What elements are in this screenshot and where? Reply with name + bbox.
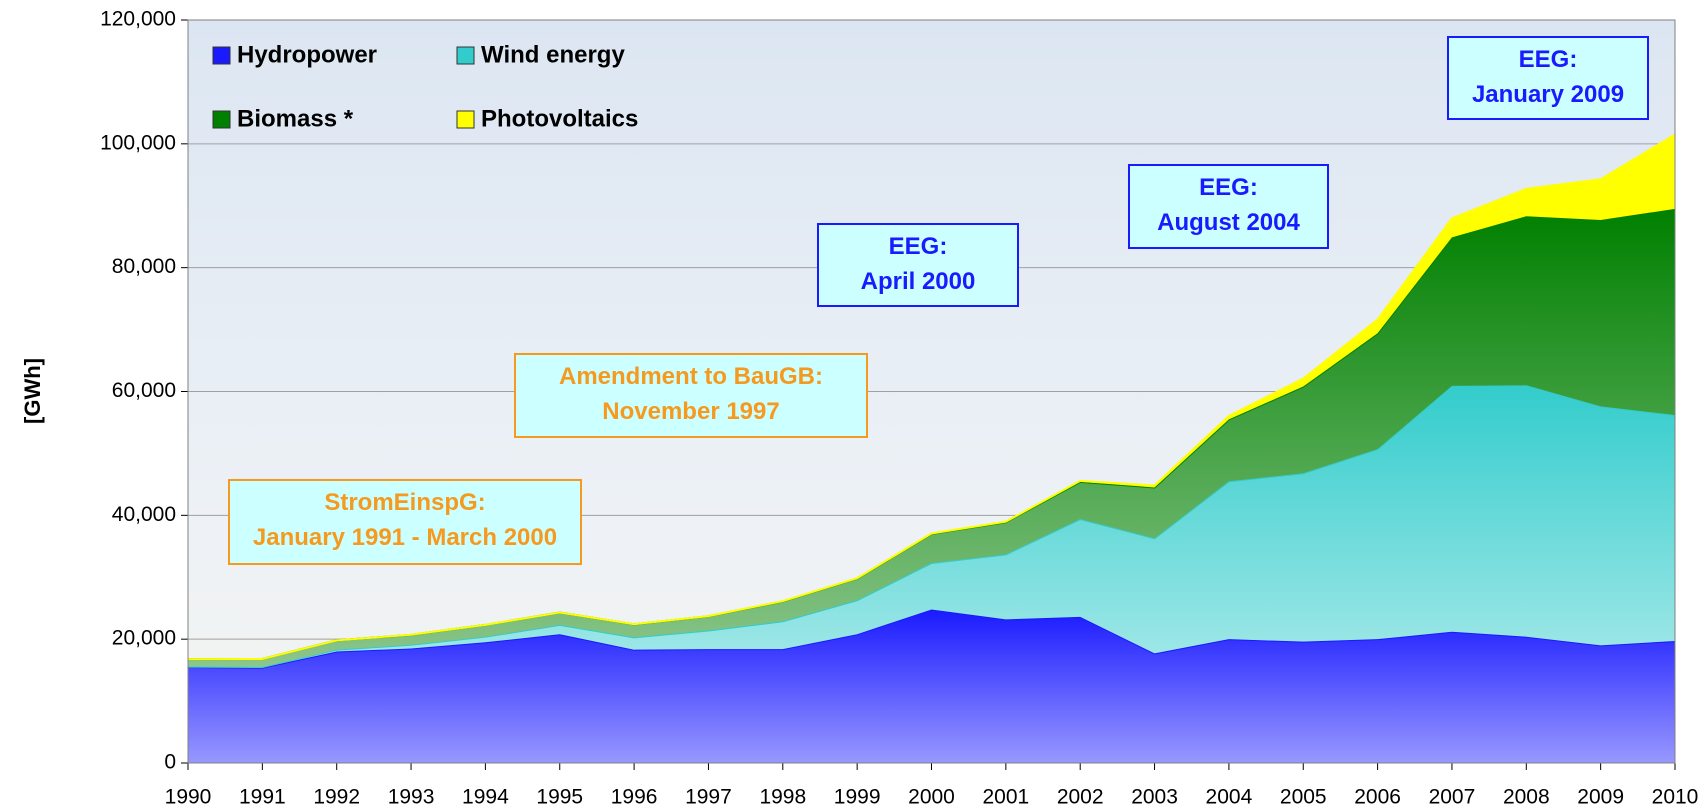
x-tick-label: 1993: [388, 786, 435, 809]
y-tick-label: 80,000: [112, 255, 176, 278]
x-tick-label: 1992: [313, 786, 360, 809]
annotation-text: EEG:: [819, 229, 1017, 264]
annotation-box: StromEinspG:January 1991 - March 2000: [228, 479, 582, 565]
x-tick-label: 2006: [1354, 786, 1401, 809]
x-tick-label: 1995: [536, 786, 583, 809]
x-tick-label: 1990: [165, 786, 212, 809]
annotation-text: Amendment to BauGB:: [516, 359, 866, 394]
annotation-text: January 2009: [1449, 77, 1647, 112]
x-tick-label: 2004: [1206, 786, 1253, 809]
legend-swatch: [457, 111, 474, 128]
annotation-text: April 2000: [819, 264, 1017, 299]
y-tick-label: 20,000: [112, 627, 176, 650]
y-tick-label: 0: [164, 751, 176, 774]
y-axis-title: [GWh]: [20, 358, 45, 424]
annotation-text: November 1997: [516, 394, 866, 429]
x-tick-label: 1997: [685, 786, 732, 809]
page: [GWh] 0 20,000 40,000 60,000 80,000 100,000 12…: [0, 0, 1707, 810]
x-tick-label: 2002: [1057, 786, 1104, 809]
legend-swatch: [213, 47, 230, 64]
legend-swatch: [213, 111, 230, 128]
x-tick-label: 2007: [1429, 786, 1476, 809]
y-tick-label: 40,000: [112, 503, 176, 526]
annotation-box: EEG:August 2004: [1128, 164, 1329, 249]
annotation-text: January 1991 - March 2000: [230, 520, 580, 555]
x-tick-label: 1998: [759, 786, 806, 809]
x-tick-label: 1996: [611, 786, 658, 809]
x-tick-label: 2008: [1503, 786, 1550, 809]
annotation-box: EEG:April 2000: [817, 223, 1019, 307]
x-tick-label: 2000: [908, 786, 955, 809]
legend-label: Hydropower: [237, 41, 377, 68]
y-tick-label: 60,000: [112, 379, 176, 402]
annotation-text: StromEinspG:: [230, 485, 580, 520]
annotation-box: EEG:January 2009: [1447, 36, 1649, 120]
legend-swatch: [457, 47, 474, 64]
annotation-text: EEG:: [1130, 170, 1327, 205]
x-tick-label: 1999: [834, 786, 881, 809]
legend-label: Photovoltaics: [481, 105, 638, 132]
x-tick-label: 1991: [239, 786, 286, 809]
annotation-text: EEG:: [1449, 42, 1647, 77]
y-tick-label: 100,000: [100, 131, 176, 154]
legend-label: Biomass *: [237, 105, 354, 132]
x-tick-label: 2003: [1131, 786, 1178, 809]
legend-label: Wind energy: [481, 41, 625, 68]
x-tick-label: 1994: [462, 786, 509, 809]
annotation-text: August 2004: [1130, 205, 1327, 240]
annotation-box: Amendment to BauGB:November 1997: [514, 353, 868, 438]
x-tick-label: 2005: [1280, 786, 1327, 809]
y-tick-label: 120,000: [100, 8, 176, 31]
x-tick-label: 2010: [1652, 786, 1699, 809]
x-tick-label: 2001: [982, 786, 1029, 809]
x-tick-label: 2009: [1577, 786, 1624, 809]
